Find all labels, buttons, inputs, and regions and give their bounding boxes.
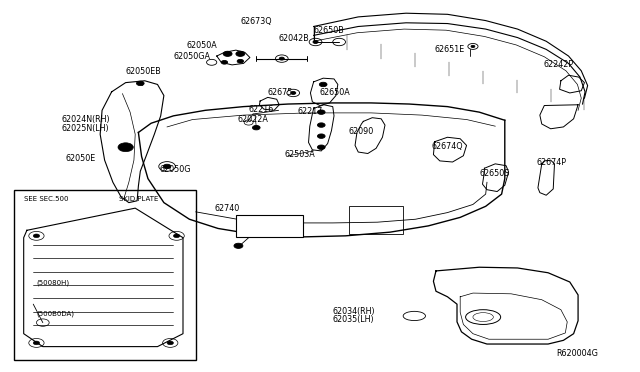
- Circle shape: [33, 341, 40, 345]
- Text: (50080H): (50080H): [36, 279, 70, 286]
- Text: 62650B: 62650B: [314, 26, 344, 35]
- Circle shape: [317, 123, 325, 127]
- Circle shape: [173, 234, 180, 238]
- Text: 62674Q: 62674Q: [431, 142, 463, 151]
- Circle shape: [136, 81, 144, 86]
- Text: 62650S: 62650S: [479, 169, 509, 177]
- Circle shape: [236, 51, 245, 57]
- Bar: [14, 190, 196, 359]
- Text: 62674P: 62674P: [537, 157, 566, 167]
- Text: SKID PLATE: SKID PLATE: [119, 196, 159, 202]
- Text: 62651E: 62651E: [435, 45, 465, 54]
- Text: 62042B: 62042B: [278, 34, 309, 43]
- Text: (500B0DA): (500B0DA): [36, 310, 74, 317]
- Text: 62050G: 62050G: [159, 165, 191, 174]
- Circle shape: [221, 61, 228, 64]
- Text: 62025N(LH): 62025N(LH): [62, 124, 109, 133]
- Text: 62673Q: 62673Q: [241, 17, 272, 26]
- Text: 62740: 62740: [215, 203, 240, 213]
- Text: 62216: 62216: [248, 105, 274, 114]
- Text: 62242P: 62242P: [543, 60, 573, 69]
- Circle shape: [319, 82, 327, 87]
- Circle shape: [279, 57, 284, 60]
- Text: 62650A: 62650A: [320, 89, 351, 97]
- Circle shape: [317, 134, 325, 138]
- Circle shape: [471, 45, 475, 48]
- Text: 62050E: 62050E: [65, 154, 95, 163]
- Circle shape: [291, 92, 296, 94]
- Text: 62675: 62675: [268, 89, 293, 97]
- Circle shape: [33, 234, 40, 238]
- Text: 62050A: 62050A: [186, 41, 217, 50]
- Text: 62050EB: 62050EB: [125, 67, 161, 76]
- Circle shape: [223, 51, 232, 57]
- Text: 62503A: 62503A: [285, 150, 316, 159]
- Bar: [349, 206, 403, 234]
- Bar: [236, 215, 303, 237]
- Text: R620004G: R620004G: [556, 350, 598, 359]
- Circle shape: [313, 41, 318, 44]
- Circle shape: [252, 125, 260, 130]
- Circle shape: [317, 110, 325, 114]
- Text: 62090: 62090: [349, 127, 374, 136]
- Text: 62050GA: 62050GA: [173, 52, 211, 61]
- Text: 62034(RH): 62034(RH): [333, 307, 376, 316]
- Circle shape: [234, 243, 243, 248]
- Circle shape: [163, 164, 171, 169]
- Text: 62022A: 62022A: [237, 115, 268, 124]
- Circle shape: [118, 143, 133, 152]
- Circle shape: [237, 60, 244, 63]
- Text: 62024N(RH): 62024N(RH): [62, 115, 111, 124]
- Circle shape: [317, 145, 325, 150]
- Circle shape: [167, 341, 173, 345]
- Text: 62035(LH): 62035(LH): [333, 315, 374, 324]
- Text: SEE SEC.500: SEE SEC.500: [24, 196, 68, 202]
- Text: 62217: 62217: [298, 107, 323, 116]
